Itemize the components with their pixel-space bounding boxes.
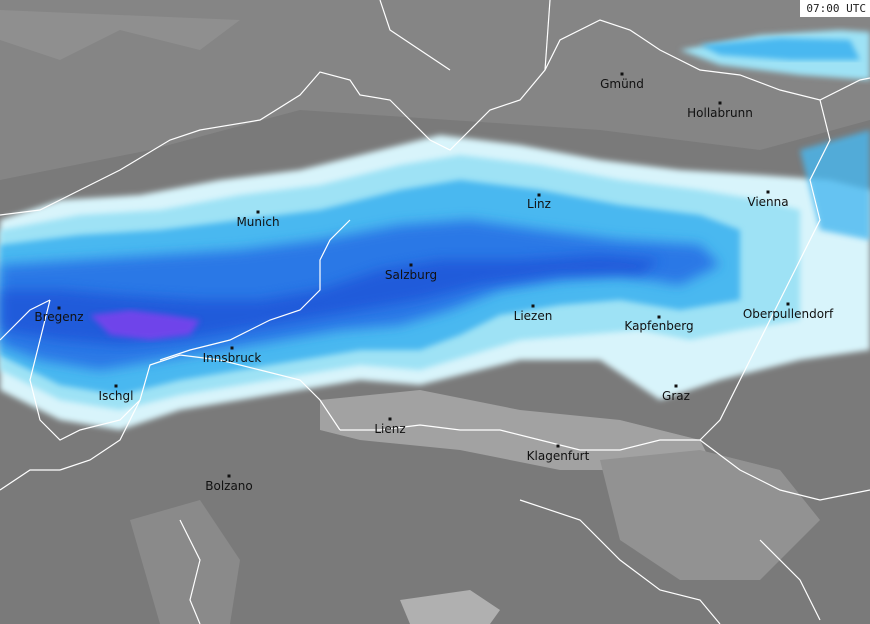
city-marker-graz bbox=[674, 384, 678, 388]
city-marker-innsbruck bbox=[230, 346, 234, 350]
city-label-liezen[interactable]: Liezen bbox=[513, 309, 553, 323]
city-marker-kapfenberg bbox=[657, 315, 661, 319]
city-marker-bregenz bbox=[57, 306, 61, 310]
city-marker-munich bbox=[256, 210, 260, 214]
city-label-bregenz[interactable]: Bregenz bbox=[34, 310, 84, 324]
city-label-munich[interactable]: Munich bbox=[236, 215, 280, 229]
city-label-vienna[interactable]: Vienna bbox=[747, 195, 789, 209]
city-label-lienz[interactable]: Lienz bbox=[374, 422, 406, 436]
city-marker-vienna bbox=[766, 190, 770, 194]
city-marker-bolzano bbox=[227, 474, 231, 478]
lake-area bbox=[400, 590, 500, 624]
city-label-linz[interactable]: Linz bbox=[527, 197, 551, 211]
timestamp-label: 07:00 UTC bbox=[800, 0, 870, 17]
city-label-innsbruck[interactable]: Innsbruck bbox=[202, 351, 262, 365]
city-label-gmund[interactable]: Gmünd bbox=[600, 77, 644, 91]
city-marker-linz bbox=[537, 193, 541, 197]
city-marker-lienz bbox=[388, 417, 392, 421]
south-valley bbox=[130, 500, 240, 624]
precipitation-layer bbox=[0, 30, 870, 430]
city-label-kapfenberg[interactable]: Kapfenberg bbox=[624, 319, 694, 333]
city-marker-oberpullendorf bbox=[786, 302, 790, 306]
city-marker-salzburg bbox=[409, 263, 413, 267]
city-marker-gmund bbox=[620, 72, 624, 76]
city-label-graz[interactable]: Graz bbox=[662, 389, 690, 403]
city-marker-hollabrunn bbox=[718, 101, 722, 105]
city-label-klagenfurt[interactable]: Klagenfurt bbox=[526, 449, 590, 463]
city-label-salzburg[interactable]: Salzburg bbox=[384, 268, 438, 282]
city-label-oberpullendorf[interactable]: Oberpullendorf bbox=[742, 307, 834, 321]
upper-left-plain bbox=[0, 10, 240, 60]
city-marker-ischgl bbox=[114, 384, 118, 388]
city-marker-liezen bbox=[531, 304, 535, 308]
city-label-hollabrunn[interactable]: Hollabrunn bbox=[687, 106, 753, 120]
city-label-bolzano[interactable]: Bolzano bbox=[205, 479, 253, 493]
city-marker-klagenfurt bbox=[556, 444, 560, 448]
city-label-ischgl[interactable]: Ischgl bbox=[98, 389, 134, 403]
